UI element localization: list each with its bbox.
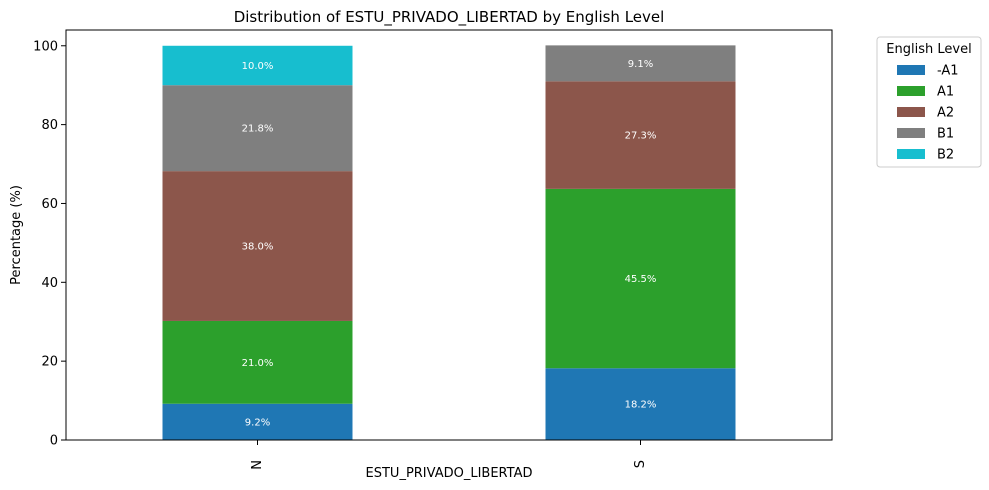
x-axis-label: ESTU_PRIVADO_LIBERTAD [366, 466, 533, 481]
y-tick-label: 40 [41, 276, 58, 291]
legend-label: -A1 [937, 64, 959, 79]
legend-swatch [897, 107, 925, 117]
legend-swatch [897, 149, 925, 159]
bar-value-label: 21.8% [242, 124, 274, 135]
y-axis-label: Percentage (%) [9, 185, 24, 285]
legend-label: B1 [937, 127, 954, 142]
bar-value-label: 45.5% [625, 274, 657, 285]
legend-label: B2 [937, 148, 954, 163]
bar-value-label: 18.2% [625, 400, 657, 411]
y-tick-label: 60 [41, 197, 58, 212]
legend-label: A2 [937, 106, 954, 121]
y-tick-label: 100 [33, 39, 58, 54]
chart-title: Distribution of ESTU_PRIVADO_LIBERTAD by… [234, 8, 665, 27]
legend-title: English Level [886, 42, 971, 57]
y-tick-label: 80 [41, 118, 58, 133]
bar-segment [162, 320, 353, 404]
bar-value-label: 38.0% [242, 242, 274, 253]
x-tick-label: N [250, 460, 265, 470]
bar-value-label: 9.2% [245, 417, 270, 428]
bar-value-label: 27.3% [625, 131, 657, 142]
bar-value-label: 10.0% [242, 61, 274, 72]
legend: English Level -A1 A1 A2 B1 B2 [876, 36, 982, 168]
y-tick-label: 0 [50, 434, 58, 449]
bar-segment [545, 188, 736, 369]
bar-value-label: 9.1% [628, 59, 653, 70]
legend-swatch [897, 86, 925, 96]
bar-segment [162, 45, 353, 86]
legend-swatch [897, 65, 925, 75]
legend-label: A1 [937, 85, 954, 100]
bar-segment [545, 368, 736, 440]
plot-area: 9.2% 21.0% 38.0% 21.8% 10.0% 18.2% 45.5% 27.3% 9… [33, 39, 736, 470]
bar-segment [162, 403, 353, 440]
bar-value-label: 21.0% [242, 358, 274, 369]
legend-swatch [897, 128, 925, 138]
bar-segment [162, 85, 353, 172]
bar-segment [545, 81, 736, 189]
bar-segment [545, 45, 736, 82]
x-tick-label: S [633, 460, 648, 468]
plot-frame [65, 29, 833, 441]
y-tick-label: 20 [41, 355, 58, 370]
bar-segment [162, 171, 353, 321]
